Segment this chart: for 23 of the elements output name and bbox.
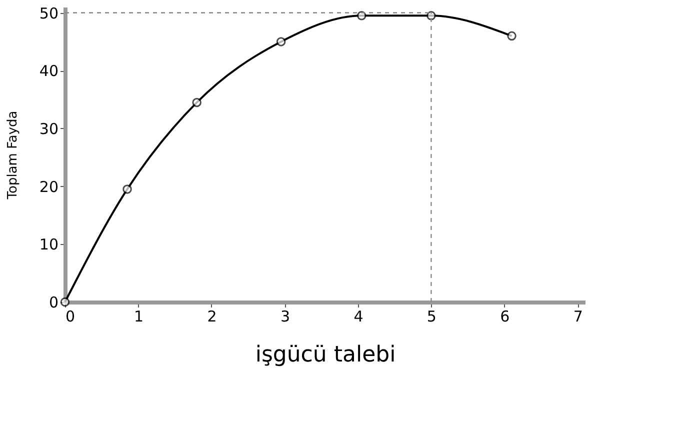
- x-tick-label: 1: [134, 308, 144, 326]
- point: [507, 31, 516, 41]
- y-tick-label: 40: [39, 62, 58, 80]
- x-tick-label: 3: [280, 308, 290, 326]
- x-tick-label: 4: [354, 308, 364, 326]
- y-tick-label: 0: [48, 294, 58, 312]
- point: [60, 297, 70, 307]
- x-axis-title: işgücü talebi: [255, 342, 396, 368]
- x-tick-label: 0: [66, 308, 76, 326]
- y-tick-label: 50: [39, 4, 58, 22]
- point: [426, 11, 436, 20]
- y-tick-label: 30: [39, 120, 58, 138]
- point: [192, 98, 202, 108]
- point: [356, 11, 366, 20]
- x-tick-label: 2: [207, 308, 217, 326]
- x-tick-label: 7: [573, 308, 583, 326]
- y-tick-label: 10: [39, 236, 58, 254]
- x-tick-label: 6: [500, 308, 510, 326]
- point: [122, 184, 132, 194]
- x-tick-label: 5: [426, 308, 436, 326]
- point: [276, 37, 286, 46]
- y-tick-label: 20: [39, 178, 58, 196]
- y-axis-title: Toplam Fayda: [5, 110, 20, 200]
